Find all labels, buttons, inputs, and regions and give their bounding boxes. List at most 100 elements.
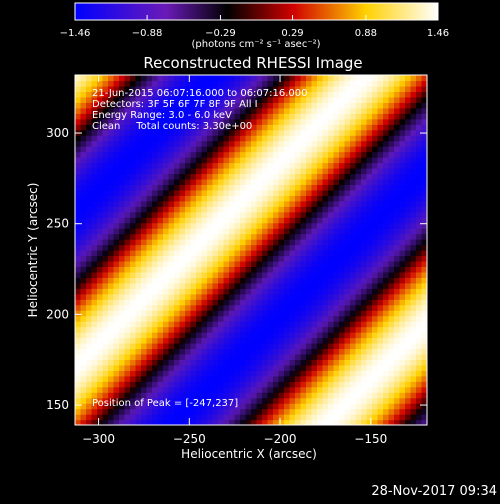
heatmap-cell bbox=[157, 337, 164, 344]
heatmap-cell bbox=[300, 157, 307, 164]
heatmap-cell bbox=[113, 75, 120, 82]
heatmap-cell bbox=[146, 195, 153, 202]
heatmap-cell bbox=[179, 239, 186, 246]
heatmap-cell bbox=[273, 189, 280, 196]
heatmap-cell bbox=[322, 157, 329, 164]
heatmap-cell bbox=[322, 299, 329, 306]
heatmap-cell bbox=[185, 167, 192, 175]
heatmap-cell bbox=[91, 310, 98, 317]
heatmap-cell bbox=[306, 342, 313, 350]
heatmap-cell bbox=[212, 392, 219, 399]
heatmap-cell bbox=[388, 326, 395, 333]
heatmap-cell bbox=[273, 200, 280, 207]
heatmap-cell bbox=[130, 162, 137, 169]
heatmap-cell bbox=[152, 266, 159, 273]
heatmap-cell bbox=[97, 375, 104, 382]
heatmap-cell bbox=[383, 293, 390, 300]
heatmap-cell bbox=[416, 392, 423, 399]
heatmap-cell bbox=[350, 124, 357, 131]
heatmap-cell bbox=[416, 370, 423, 377]
heatmap-cell bbox=[146, 255, 153, 262]
heatmap-cell bbox=[333, 195, 340, 202]
heatmap-cell bbox=[80, 271, 87, 278]
heatmap-cell bbox=[372, 228, 379, 235]
heatmap-cell bbox=[207, 239, 214, 246]
heatmap-cell bbox=[179, 342, 186, 350]
heatmap-cell bbox=[201, 162, 208, 169]
heatmap-cell bbox=[234, 91, 241, 98]
heatmap-cell bbox=[80, 392, 87, 399]
heatmap-cell bbox=[168, 359, 175, 366]
heatmap-cell bbox=[355, 348, 362, 355]
heatmap-cell bbox=[355, 359, 362, 366]
heatmap-cell bbox=[289, 228, 296, 235]
heatmap-cell bbox=[273, 206, 280, 213]
heatmap-cell bbox=[212, 135, 219, 142]
heatmap-cell bbox=[300, 107, 307, 114]
heatmap-cell bbox=[223, 124, 230, 131]
heatmap-cell bbox=[311, 173, 318, 180]
heatmap-cell bbox=[157, 124, 164, 131]
heatmap-cell bbox=[141, 211, 148, 218]
heatmap-cell bbox=[361, 282, 368, 289]
heatmap-cell bbox=[377, 375, 384, 382]
heatmap-cell bbox=[124, 80, 131, 87]
heatmap-cell bbox=[388, 189, 395, 196]
heatmap-cell bbox=[91, 228, 98, 235]
heatmap-cell bbox=[245, 348, 252, 355]
heatmap-cell bbox=[344, 288, 351, 295]
heatmap-cell bbox=[388, 195, 395, 202]
heatmap-cell bbox=[421, 397, 427, 404]
heatmap-cell bbox=[130, 304, 137, 311]
heatmap-cell bbox=[229, 129, 236, 136]
heatmap-cell bbox=[91, 151, 98, 158]
heatmap-cell bbox=[289, 310, 296, 317]
heatmap-cell bbox=[383, 250, 390, 257]
heatmap-cell bbox=[372, 375, 379, 382]
heatmap-cell bbox=[113, 310, 120, 317]
heatmap-cell bbox=[416, 364, 423, 371]
heatmap-cell bbox=[416, 299, 423, 306]
heatmap-cell bbox=[119, 184, 126, 191]
heatmap-cell bbox=[152, 342, 159, 350]
heatmap-cell bbox=[130, 299, 137, 306]
heatmap-cell bbox=[361, 200, 368, 207]
heatmap-cell bbox=[168, 140, 175, 147]
heatmap-cell bbox=[377, 217, 384, 224]
heatmap-cell bbox=[157, 151, 164, 158]
heatmap-cell bbox=[86, 397, 93, 404]
colorbar-tick-label: −0.88 bbox=[132, 28, 163, 39]
heatmap-cell bbox=[207, 348, 214, 355]
heatmap-cell bbox=[124, 370, 131, 377]
heatmap-cell bbox=[86, 162, 93, 169]
heatmap-cell bbox=[405, 222, 412, 229]
heatmap-cell bbox=[240, 414, 247, 421]
heatmap-cell bbox=[355, 124, 362, 131]
heatmap-cell bbox=[146, 244, 153, 251]
heatmap-cell bbox=[405, 392, 412, 399]
heatmap-cell bbox=[163, 244, 170, 251]
heatmap-cell bbox=[80, 129, 87, 136]
y-tick-label: 200 bbox=[46, 307, 69, 321]
heatmap-cell bbox=[108, 419, 115, 425]
heatmap-cell bbox=[300, 255, 307, 262]
heatmap-cell bbox=[256, 348, 263, 355]
heatmap-cell bbox=[174, 342, 181, 350]
heatmap-cell bbox=[212, 277, 219, 284]
heatmap-cell bbox=[245, 288, 252, 295]
heatmap-cell bbox=[196, 96, 203, 103]
heatmap-cell bbox=[339, 403, 346, 410]
heatmap-cell bbox=[339, 332, 346, 339]
heatmap-cell bbox=[163, 250, 170, 257]
heatmap-cell bbox=[108, 157, 115, 164]
heatmap-cell bbox=[251, 222, 258, 229]
heatmap-cell bbox=[388, 96, 395, 103]
heatmap-cell bbox=[229, 293, 236, 300]
heatmap-cell bbox=[146, 332, 153, 339]
heatmap-cell bbox=[135, 118, 142, 125]
heatmap-cell bbox=[344, 162, 351, 169]
heatmap-cell bbox=[119, 195, 126, 202]
heatmap-cell bbox=[124, 348, 131, 355]
heatmap-cell bbox=[152, 370, 159, 377]
heatmap-cell bbox=[306, 364, 313, 371]
